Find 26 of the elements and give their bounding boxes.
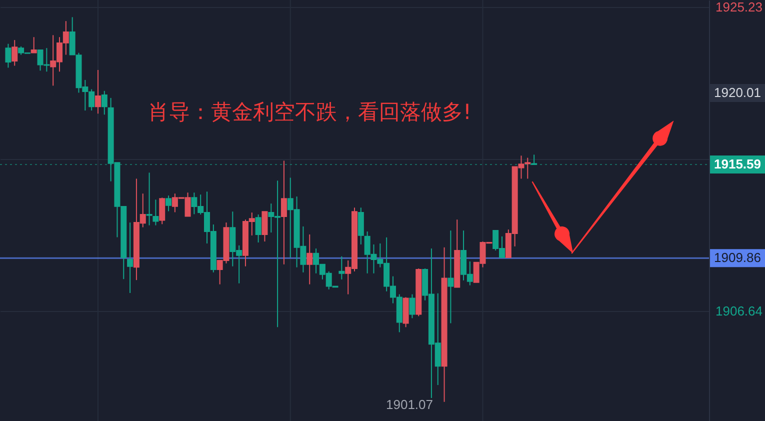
ref-line-label: 1915.59 (714, 156, 761, 172)
candlestick (531, 154, 538, 165)
candlestick (306, 234, 313, 285)
y-tick-label: 1925.23 (716, 0, 762, 14)
candlestick (146, 172, 152, 226)
candlestick (262, 211, 268, 242)
candlestick (5, 43, 12, 68)
y-tick-label: 1906.64 (716, 303, 762, 318)
candlestick (101, 90, 108, 116)
candlestick (280, 160, 287, 265)
candlestick (30, 36, 37, 54)
ref-line-label: 1909.86 (714, 250, 761, 266)
candlestick (358, 207, 364, 245)
candlestick (338, 256, 345, 280)
candlestick (255, 214, 262, 243)
candlestick (159, 197, 166, 225)
candlestick (448, 230, 454, 324)
annotation: 肖导：黄金利空不跌，看回落做多! (148, 100, 472, 124)
candlestick (152, 199, 159, 226)
candlestick (409, 294, 416, 319)
candlestick (166, 195, 172, 212)
candlestick (127, 222, 134, 294)
candlestick (12, 40, 18, 66)
text: 1920.01 (714, 85, 761, 100)
candlestick (94, 69, 101, 114)
annotation: 1901.07 (386, 397, 433, 412)
